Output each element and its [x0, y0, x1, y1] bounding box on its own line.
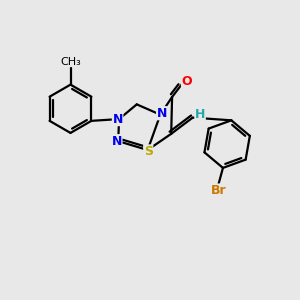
- Text: H: H: [195, 108, 205, 121]
- Text: N: N: [112, 112, 123, 126]
- Text: S: S: [144, 145, 153, 158]
- Text: N: N: [112, 135, 122, 148]
- Text: N: N: [157, 107, 167, 120]
- Text: Br: Br: [211, 184, 226, 197]
- Text: CH₃: CH₃: [60, 57, 81, 67]
- Text: O: O: [182, 75, 192, 88]
